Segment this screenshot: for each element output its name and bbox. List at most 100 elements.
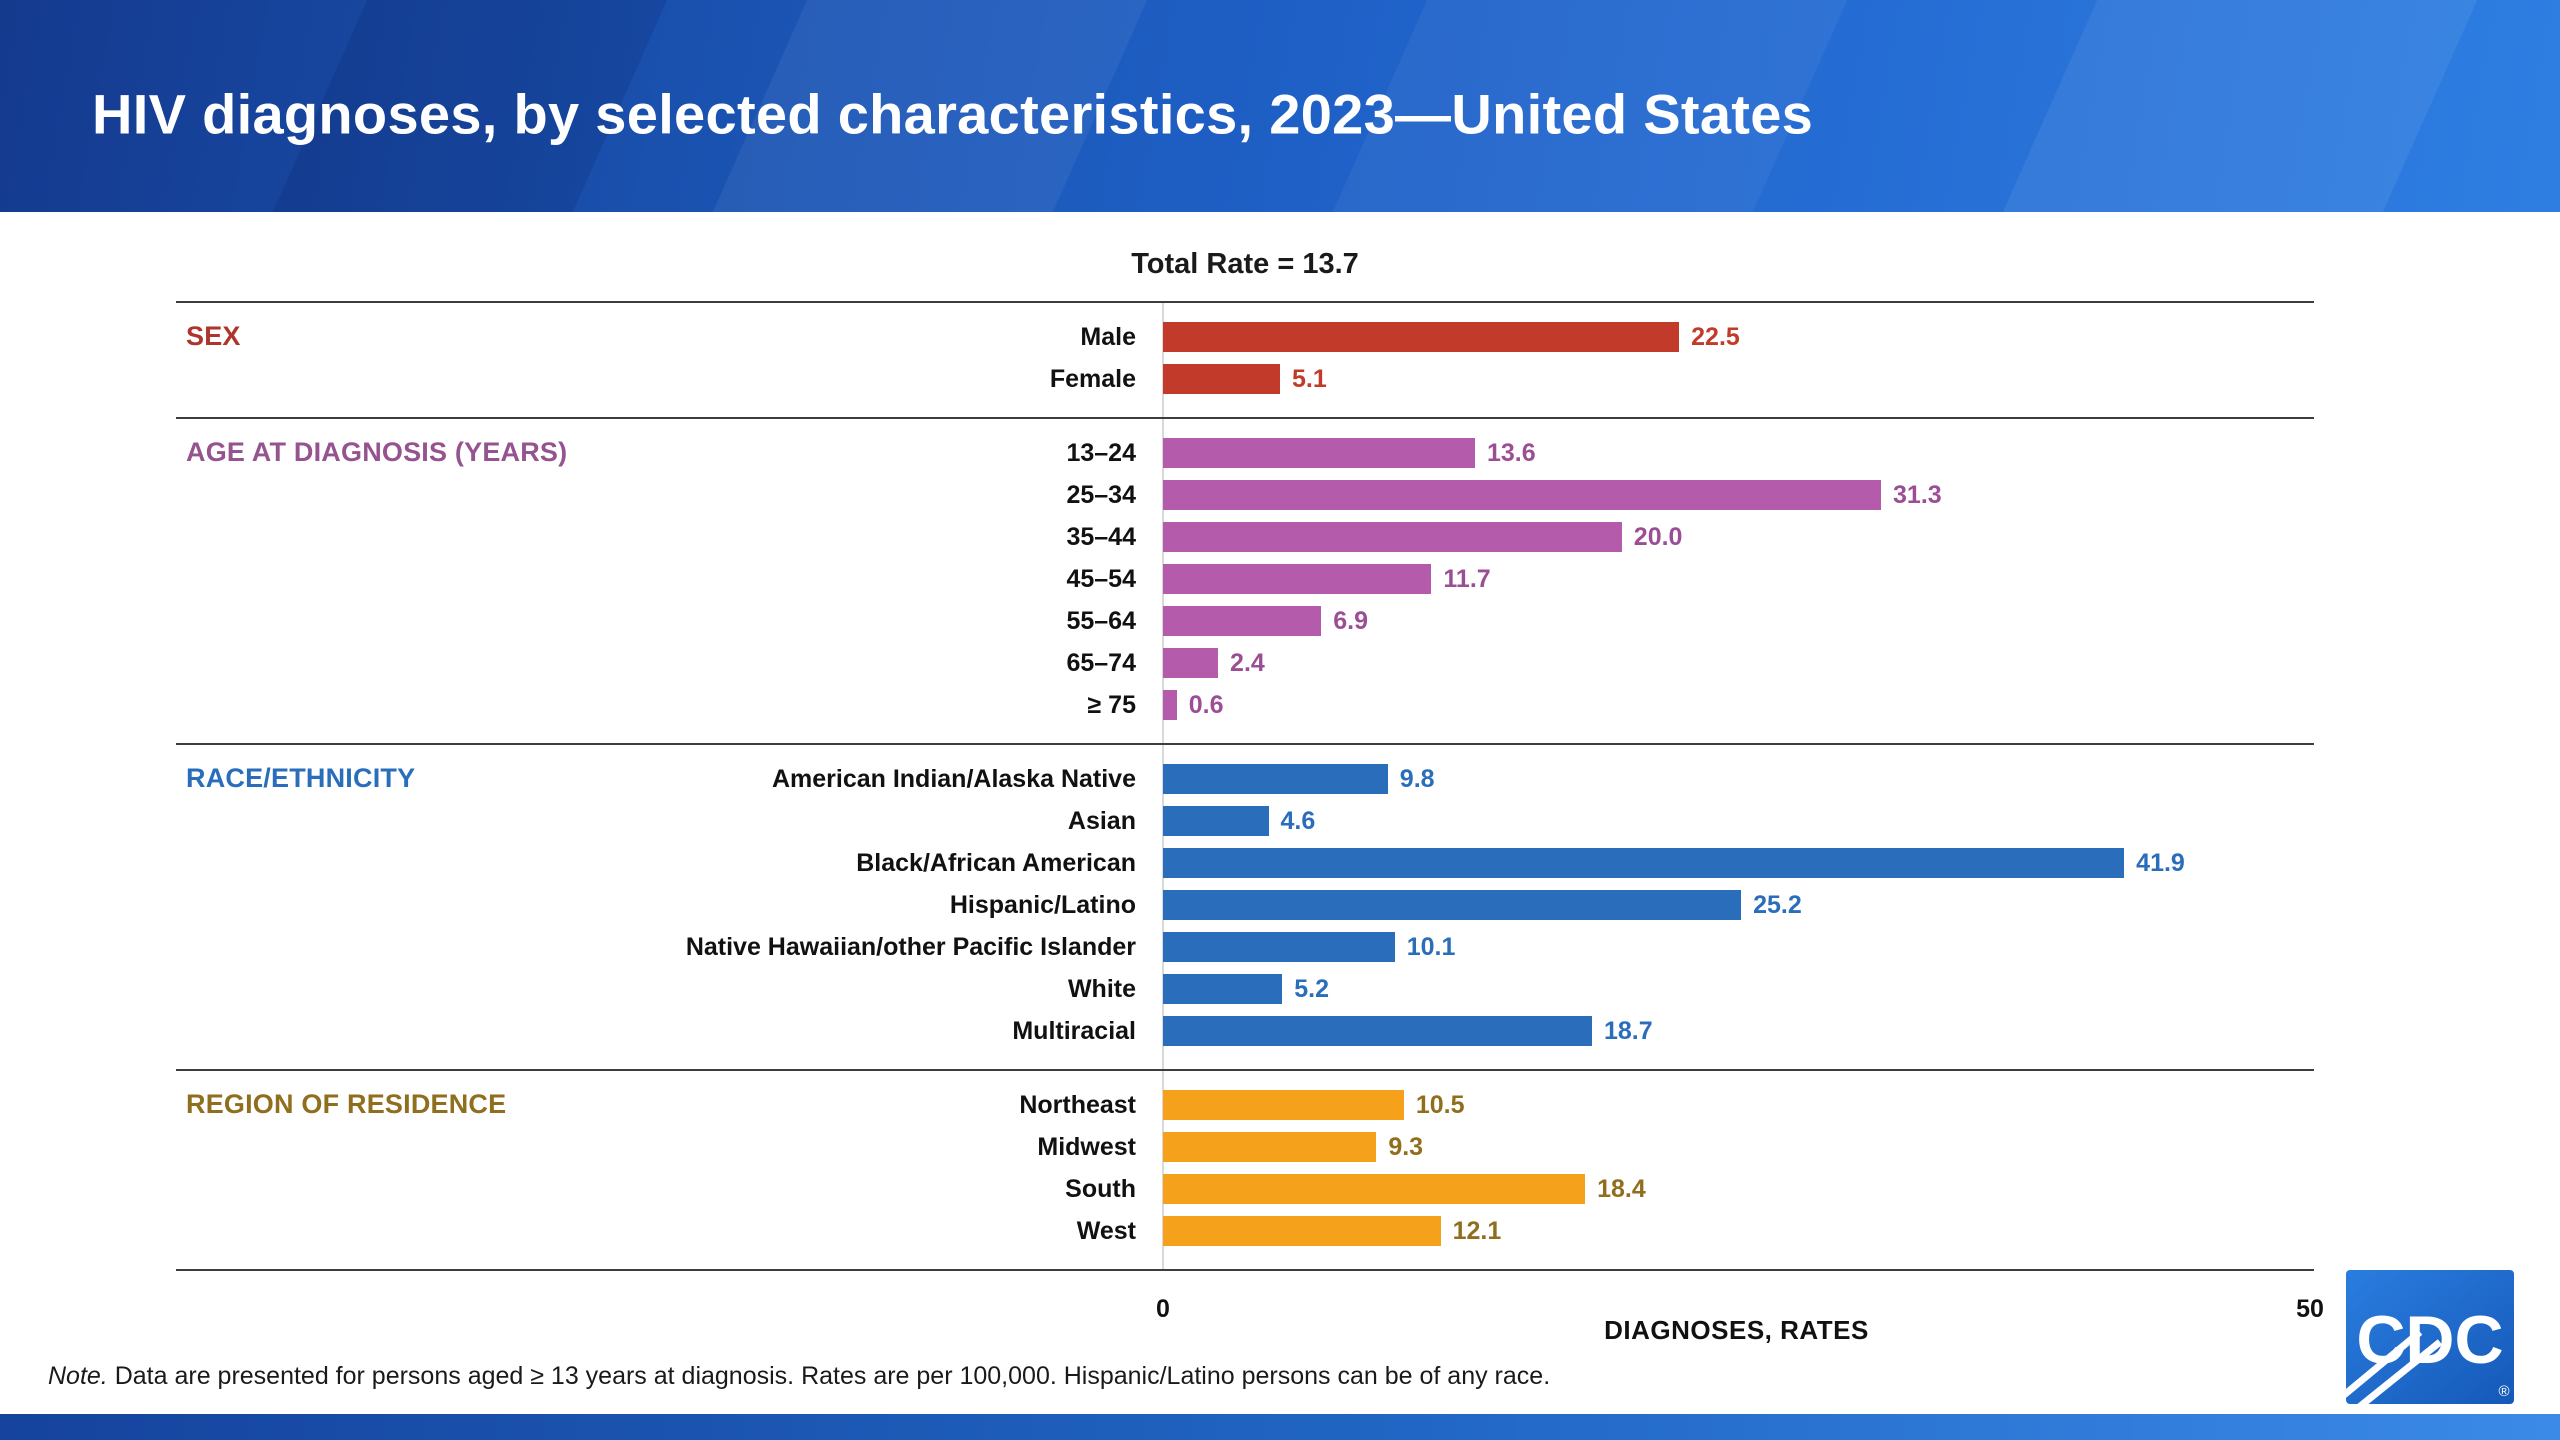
value-label: 10.5 — [1415, 1090, 1465, 1119]
bar-track: 5.1 — [1163, 358, 2310, 400]
chart-row: 35–44 20.0 — [176, 516, 2314, 558]
bar — [1163, 806, 1269, 836]
footnote-text: Data are presented for persons aged ≥ 13… — [107, 1362, 1551, 1390]
section-label: REGION OF RESIDENCE — [186, 1089, 507, 1119]
chart-section: REGION OF RESIDENCE Northeast 10.5 Midwest 9… — [176, 1069, 2314, 1269]
value-label: 12.1 — [1452, 1216, 1502, 1245]
bar-track: 6.9 — [1163, 600, 2310, 642]
bar — [1163, 848, 2125, 878]
category-label: Asian — [1067, 806, 1136, 835]
chart-row: Native Hawaiian/other Pacific Islander 10… — [176, 926, 2314, 968]
value-label: 5.1 — [1291, 364, 1327, 393]
chart-row: American Indian/Alaska Native 9.8 — [176, 758, 2314, 800]
banner-stripe — [1967, 0, 2513, 212]
chart-row: 45–54 11.7 — [176, 558, 2314, 600]
bar-track: 25.2 — [1163, 884, 2310, 926]
bar — [1163, 322, 1680, 352]
value-label: 5.2 — [1294, 974, 1330, 1003]
bar — [1163, 974, 1283, 1004]
bar-track: 41.9 — [1163, 842, 2310, 884]
chart-row: Female 5.1 — [176, 358, 2314, 400]
category-label: Hispanic/Latino — [949, 890, 1136, 919]
chart-title: Total Rate = 13.7 — [1131, 248, 1359, 280]
bar — [1163, 764, 1388, 794]
bar-track: 18.4 — [1163, 1168, 2310, 1210]
page-title: HIV diagnoses, by selected characteristi… — [92, 82, 1814, 146]
bar-track: 22.5 — [1163, 316, 2310, 358]
category-label: Female — [1049, 364, 1136, 393]
chart-row: Northeast 10.5 — [176, 1084, 2314, 1126]
chart-row: Midwest 9.3 — [176, 1126, 2314, 1168]
value-label: 11.7 — [1443, 564, 1491, 593]
bottom-accent-bar — [0, 1414, 2560, 1440]
value-label: 18.4 — [1597, 1174, 1646, 1203]
bar-track: 9.3 — [1163, 1126, 2310, 1168]
category-label: 13–24 — [1066, 438, 1136, 467]
bar-track: 13.6 — [1163, 432, 2310, 474]
value-label: 0.6 — [1188, 690, 1224, 719]
section-label: SEX — [186, 321, 241, 351]
chart-row: Hispanic/Latino 25.2 — [176, 884, 2314, 926]
value-label: 20.0 — [1633, 522, 1683, 551]
bar-track: 10.1 — [1163, 926, 2310, 968]
bar-track: 11.7 — [1163, 558, 2310, 600]
bar — [1163, 1174, 1586, 1204]
chart-section: AGE AT DIAGNOSIS (YEARS) 13–24 13.6 25–34 31… — [176, 417, 2314, 743]
bar-track: 4.6 — [1163, 800, 2310, 842]
section-label: AGE AT DIAGNOSIS (YEARS) — [186, 437, 568, 467]
cdc-logo: CDC ® — [2335, 1270, 2514, 1427]
value-label: 9.8 — [1399, 764, 1435, 793]
category-label: 35–44 — [1066, 522, 1136, 551]
category-label: 25–34 — [1066, 480, 1136, 509]
value-label: 41.9 — [2136, 848, 2185, 877]
bar — [1163, 648, 1219, 678]
value-label: 9.3 — [1388, 1132, 1424, 1161]
category-label: Midwest — [1037, 1132, 1136, 1161]
chart-row: Multiracial 18.7 — [176, 1010, 2314, 1052]
category-label: 55–64 — [1066, 606, 1136, 635]
bar — [1163, 890, 1742, 920]
category-label: White — [1067, 974, 1136, 1003]
category-label: Multiracial — [1012, 1016, 1136, 1045]
bar-track: 20.0 — [1163, 516, 2310, 558]
bar — [1163, 364, 1280, 394]
section-label: RACE/ETHNICITY — [186, 763, 416, 793]
value-label: 10.1 — [1406, 932, 1456, 961]
category-label: Native Hawaiian/other Pacific Islander — [685, 932, 1136, 961]
bar-track: 9.8 — [1163, 758, 2310, 800]
category-label: American Indian/Alaska Native — [771, 764, 1136, 793]
chart-row: 55–64 6.9 — [176, 600, 2314, 642]
bar — [1163, 606, 1322, 636]
chart-row: White 5.2 — [176, 968, 2314, 1010]
category-label: 45–54 — [1066, 564, 1136, 593]
bar — [1163, 1016, 1592, 1046]
chart-row: Male 22.5 — [176, 316, 2314, 358]
category-label: Northeast — [1019, 1090, 1136, 1119]
bar — [1163, 932, 1395, 962]
footnote-prefix: Note. — [48, 1362, 108, 1390]
x-axis: 0 50 DIAGNOSES, RATES — [176, 1271, 2324, 1361]
bar-track: 10.5 — [1163, 1084, 2310, 1126]
title-banner: HIV diagnoses, by selected characteristi… — [0, 0, 2560, 212]
category-label: South — [1065, 1174, 1136, 1203]
x-tick-0: 0 — [1156, 1295, 1170, 1323]
chart-row: South 18.4 — [176, 1168, 2314, 1210]
value-label: 31.3 — [1893, 480, 1942, 509]
category-label: ≥ 75 — [1087, 690, 1136, 719]
category-label: 65–74 — [1066, 648, 1136, 677]
bar-track: 18.7 — [1163, 1010, 2310, 1052]
bar-track: 31.3 — [1163, 474, 2310, 516]
category-label: West — [1076, 1216, 1136, 1245]
category-label: Black/African American — [856, 848, 1136, 877]
bar — [1163, 438, 1475, 468]
value-label: 18.7 — [1603, 1016, 1653, 1045]
bar — [1163, 1216, 1441, 1246]
bar-track: 2.4 — [1163, 642, 2310, 684]
value-label: 25.2 — [1753, 890, 1802, 919]
plot-area: SEX Male 22.5 Female 5.1 AGE AT DIAGNOSIS (YE… — [176, 301, 2314, 1271]
chart-row: 13–24 13.6 — [176, 432, 2314, 474]
value-label: 13.6 — [1486, 438, 1536, 467]
chart-row: 65–74 2.4 — [176, 642, 2314, 684]
registered-mark: ® — [2498, 1383, 2509, 1400]
value-label: 4.6 — [1280, 806, 1316, 835]
